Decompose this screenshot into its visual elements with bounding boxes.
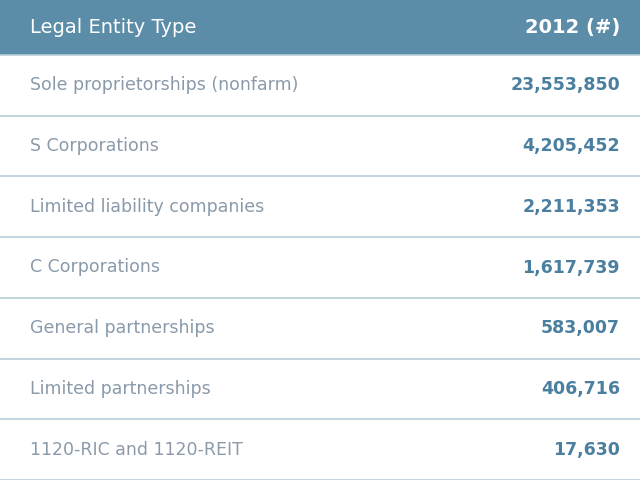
Text: 2,211,353: 2,211,353: [522, 198, 620, 216]
Text: C Corporations: C Corporations: [30, 259, 160, 276]
Bar: [0, 0, 640, 55]
Text: 1120-RIC and 1120-REIT: 1120-RIC and 1120-REIT: [30, 441, 243, 459]
Text: 2012 (#): 2012 (#): [525, 18, 620, 37]
Text: S Corporations: S Corporations: [30, 137, 159, 155]
Text: General partnerships: General partnerships: [30, 319, 214, 337]
Bar: [0, 116, 640, 177]
Bar: [0, 420, 640, 480]
Text: Sole proprietorships (nonfarm): Sole proprietorships (nonfarm): [30, 76, 298, 95]
Bar: [0, 177, 640, 237]
Bar: [0, 55, 640, 116]
Text: 406,716: 406,716: [541, 380, 620, 398]
Text: 583,007: 583,007: [541, 319, 620, 337]
Text: 4,205,452: 4,205,452: [522, 137, 620, 155]
Text: 1,617,739: 1,617,739: [522, 259, 620, 276]
Text: Limited liability companies: Limited liability companies: [30, 198, 264, 216]
Bar: [0, 359, 640, 420]
Text: Legal Entity Type: Legal Entity Type: [30, 18, 196, 37]
Text: Limited partnerships: Limited partnerships: [30, 380, 211, 398]
Text: 23,553,850: 23,553,850: [510, 76, 620, 95]
Text: 17,630: 17,630: [553, 441, 620, 459]
Bar: [0, 237, 640, 298]
Bar: [0, 298, 640, 359]
